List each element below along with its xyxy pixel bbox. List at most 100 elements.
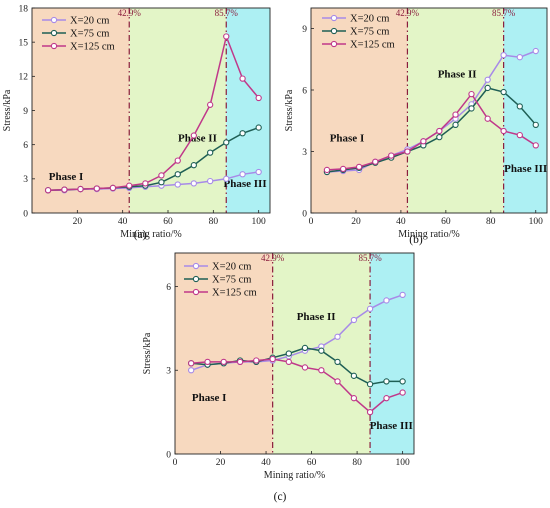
data-point (484, 76, 491, 83)
y-axis-title: Stress/kPa (142, 332, 153, 374)
data-point (366, 381, 374, 388)
legend-swatch-marker (330, 14, 338, 22)
x-tick-label: 0 (309, 217, 314, 227)
x-axis-title: Mining ratio/% (120, 229, 181, 240)
y-tick-label: 6 (166, 283, 171, 293)
data-point (404, 148, 411, 155)
data-point (532, 47, 539, 55)
x-tick-label: 40 (396, 217, 406, 227)
phase-label: Phase III (224, 178, 267, 190)
phase-1-region (175, 253, 273, 454)
x-tick-label: 60 (307, 458, 317, 468)
x-tick-label: 20 (73, 217, 83, 227)
legend-swatch-marker (330, 40, 338, 48)
data-point (158, 179, 165, 186)
phase-3-region (503, 8, 547, 213)
y-tick-label: 0 (23, 209, 28, 219)
boundary-label: 85.7% (358, 253, 382, 263)
x-tick-label: 80 (209, 217, 219, 227)
data-point (207, 177, 214, 185)
data-point (452, 111, 459, 118)
data-point (109, 184, 117, 192)
data-point (190, 132, 197, 139)
legend-label: X=125 cm (212, 288, 257, 299)
data-point (239, 171, 246, 178)
phase-label: Phase I (49, 171, 84, 183)
y-tick-label: 6 (302, 86, 307, 96)
boundary-label: 85.7% (492, 8, 516, 18)
x-tick-label: 100 (395, 458, 410, 468)
legend-label: X=125 cm (70, 42, 115, 53)
data-point (236, 358, 244, 366)
data-point (285, 358, 292, 366)
data-point (301, 344, 309, 352)
data-point (207, 149, 214, 156)
y-axis-title: Stress/kPa (284, 89, 295, 131)
x-tick-label: 100 (529, 217, 544, 227)
legend-label: X=75 cm (212, 275, 251, 286)
data-point (301, 364, 309, 371)
legend-swatch-marker (50, 16, 58, 24)
x-axis-title: Mining ratio/% (398, 229, 459, 240)
data-point (253, 357, 260, 364)
legend-label: X=20 cm (350, 14, 389, 25)
phase-1-region (32, 8, 130, 213)
data-point (223, 139, 230, 146)
data-point (516, 54, 523, 61)
legend-label: X=75 cm (70, 29, 109, 40)
data-point (334, 358, 341, 366)
data-point (484, 115, 491, 122)
legend-label: X=20 cm (70, 16, 109, 27)
data-point (350, 372, 358, 379)
data-point (383, 297, 390, 304)
data-point (372, 158, 379, 165)
data-point (44, 187, 52, 194)
data-point (388, 152, 395, 159)
data-point (220, 358, 227, 366)
y-tick-label: 15 (19, 38, 29, 48)
legend-label: X=125 cm (350, 40, 395, 51)
boundary-label: 42.9% (396, 8, 420, 18)
boundary-label: 85.7% (215, 8, 239, 18)
data-point (318, 347, 325, 354)
chart-panel-3: 42.9% 85.7% Phase I Phase II Phase III 0 20 40 6… (142, 252, 415, 503)
data-point (339, 165, 347, 173)
data-point (323, 166, 331, 174)
data-point (174, 157, 181, 164)
phase-1-region (311, 8, 408, 213)
y-tick-label: 3 (302, 148, 307, 158)
data-point (318, 367, 325, 374)
data-point (500, 88, 507, 96)
legend-label: X=75 cm (350, 27, 389, 38)
x-tick-label: 100 (252, 217, 267, 227)
data-point (399, 291, 406, 299)
data-point (77, 185, 84, 193)
phase-3-region (370, 253, 414, 454)
phase-label: Phase III (370, 420, 413, 432)
data-point (484, 84, 491, 92)
data-point (255, 94, 262, 102)
phase-label: Phase II (297, 311, 336, 323)
data-point (366, 408, 374, 416)
x-axis-title: Mining ratio/% (264, 470, 325, 481)
x-tick-label: 20 (351, 217, 361, 227)
data-point (355, 163, 363, 171)
data-point (420, 138, 427, 145)
data-point (188, 367, 195, 374)
panel-label: (c) (274, 491, 287, 503)
data-point (93, 185, 100, 192)
data-point (383, 395, 390, 402)
boundary-label: 42.9% (118, 8, 142, 18)
y-tick-label: 9 (23, 107, 28, 117)
data-point (255, 124, 262, 131)
x-tick-label: 80 (352, 458, 362, 468)
y-tick-label: 6 (23, 141, 28, 151)
x-tick-label: 60 (441, 217, 451, 227)
legend-swatch-marker (50, 42, 58, 50)
legend-swatch-marker (192, 262, 200, 270)
phase-2-region (407, 8, 504, 213)
data-point (204, 358, 211, 366)
plot-frame (310, 7, 548, 214)
data-point (436, 127, 443, 135)
